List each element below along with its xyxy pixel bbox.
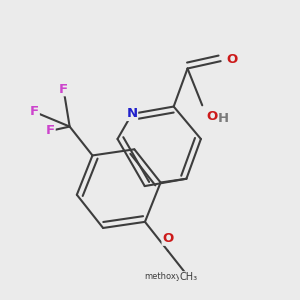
Text: F: F bbox=[46, 124, 55, 137]
Text: methoxy: methoxy bbox=[144, 272, 181, 281]
Text: N: N bbox=[126, 107, 138, 120]
Text: F: F bbox=[59, 83, 68, 96]
Text: O: O bbox=[162, 232, 173, 245]
Text: CH₃: CH₃ bbox=[179, 272, 197, 282]
Text: F: F bbox=[30, 106, 39, 118]
Text: O: O bbox=[206, 110, 217, 123]
Text: O: O bbox=[226, 53, 237, 66]
Text: H: H bbox=[218, 112, 229, 125]
